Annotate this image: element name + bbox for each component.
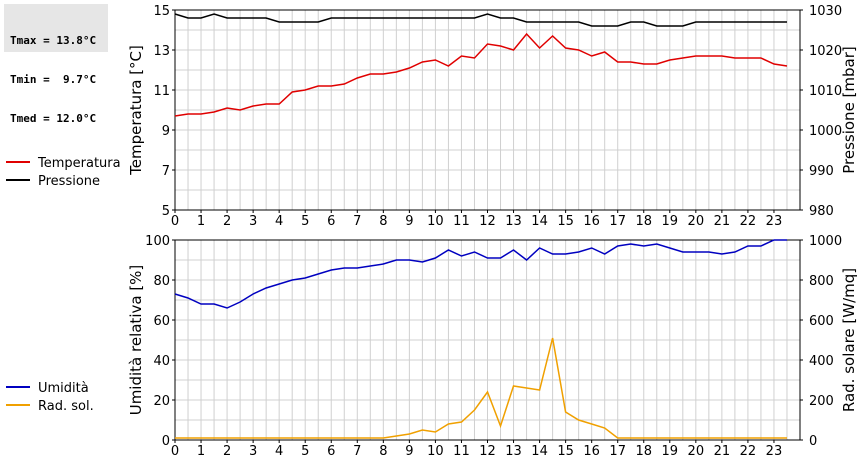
- x-tick-label: 15: [557, 214, 574, 229]
- x-tick-label: 17: [609, 214, 626, 229]
- series-line-pressione: [174, 13, 787, 27]
- x-tick-label: 21: [714, 444, 731, 459]
- x-tick-label: 1: [197, 214, 205, 229]
- x-tick-label: 21: [714, 214, 731, 229]
- y-right-tick-label: 1010: [809, 84, 842, 99]
- x-tick-label: 18: [635, 214, 652, 229]
- y-left-tick-label: 15: [153, 4, 170, 19]
- y-left-tick-label: 60: [153, 314, 170, 329]
- stats-tmed: Tmed = 12.0°C: [10, 112, 97, 125]
- y-left-tick-label: 5: [162, 204, 170, 219]
- x-tick-label: 1: [197, 444, 205, 459]
- x-tick-label: 19: [662, 444, 679, 459]
- y-right-tick-label: 990: [809, 164, 834, 179]
- x-tick-label: 4: [275, 214, 283, 229]
- x-tick-label: 9: [405, 444, 413, 459]
- y-left-tick-label: 80: [153, 274, 170, 289]
- x-tick-label: 6: [327, 444, 335, 459]
- x-tick-label: 5: [301, 214, 309, 229]
- y-right-tick-label: 800: [809, 274, 834, 289]
- y-left-tick-label: 0: [162, 434, 170, 449]
- x-tick-label: 22: [740, 214, 757, 229]
- x-tick-label: 0: [171, 444, 179, 459]
- series-line-rad-sol-: [175, 337, 787, 439]
- y-right-tick-label: 0: [809, 434, 817, 449]
- legend-label: Rad. sol.: [38, 399, 94, 414]
- x-tick-label: 3: [249, 214, 257, 229]
- y-left-tick-label: 20: [153, 394, 170, 409]
- series-line-temperatura: [174, 32, 788, 117]
- x-tick-label: 15: [557, 444, 574, 459]
- x-tick-label: 17: [609, 444, 626, 459]
- x-tick-label: 7: [353, 214, 361, 229]
- legend-label: Pressione: [38, 174, 100, 189]
- x-tick-label: 10: [427, 214, 444, 229]
- chart-panel-2: 0 1 2 3 4 5 6 7 8 9 10 11 12 13 14 15 16 17 18 19 20 21 22 2302…: [6, 234, 858, 459]
- y-right-tick-label: 600: [809, 314, 834, 329]
- x-tick-label: 5: [301, 444, 309, 459]
- series-line-umidit-: [174, 239, 787, 309]
- x-tick-label: 22: [740, 444, 757, 459]
- y-left-tick-label: 40: [153, 354, 170, 369]
- x-tick-label: 9: [405, 214, 413, 229]
- x-tick-label: 7: [353, 444, 361, 459]
- y-left-tick-label: 11: [153, 84, 170, 99]
- y-right-tick-label: 980: [809, 204, 834, 219]
- x-tick-label: 19: [662, 214, 679, 229]
- x-tick-label: 11: [453, 444, 470, 459]
- x-tick-label: 14: [531, 444, 548, 459]
- x-tick-label: 4: [275, 444, 283, 459]
- y-left-tick-label: 9: [162, 124, 170, 139]
- y-left-axis-label: Umidità relativa [%]: [127, 265, 145, 416]
- x-tick-label: 12: [479, 444, 496, 459]
- x-tick-label: 0: [171, 214, 179, 229]
- x-tick-label: 11: [453, 214, 470, 229]
- y-right-tick-label: 400: [809, 354, 834, 369]
- x-tick-label: 3: [249, 444, 257, 459]
- x-tick-label: 14: [531, 214, 548, 229]
- x-tick-label: 18: [635, 444, 652, 459]
- y-left-axis-label: Temperatura [°C]: [127, 45, 145, 176]
- y-right-tick-label: 1030: [809, 4, 842, 19]
- x-tick-label: 8: [379, 444, 387, 459]
- y-left-tick-label: 7: [162, 164, 170, 179]
- stats-box: Tmax = 13.8°C Tmin = 9.7°C Tmed = 12.0°C: [4, 4, 108, 125]
- x-tick-label: 23: [766, 214, 783, 229]
- y-right-axis-label: Rad. solare [W/mq]: [840, 268, 858, 412]
- x-tick-label: 16: [583, 214, 600, 229]
- legend-label: Temperatura: [37, 156, 121, 171]
- x-tick-label: 13: [505, 444, 522, 459]
- x-tick-label: 2: [223, 444, 231, 459]
- x-tick-label: 16: [583, 444, 600, 459]
- stats-tmax: Tmax = 13.8°C: [10, 34, 97, 47]
- y-right-tick-label: 1000: [809, 234, 842, 249]
- x-tick-label: 2: [223, 214, 231, 229]
- x-tick-label: 13: [505, 214, 522, 229]
- legend-label: Umidità: [38, 381, 89, 396]
- x-tick-label: 8: [379, 214, 387, 229]
- y-left-tick-label: 13: [153, 44, 170, 59]
- x-tick-label: 20: [688, 214, 705, 229]
- y-left-tick-label: 100: [145, 234, 170, 249]
- y-right-tick-label: 200: [809, 394, 834, 409]
- y-right-axis-label: Pressione [mbar]: [840, 46, 858, 174]
- x-tick-label: 6: [327, 214, 335, 229]
- x-tick-label: 20: [688, 444, 705, 459]
- x-tick-label: 23: [766, 444, 783, 459]
- y-right-tick-label: 1020: [809, 44, 842, 59]
- chart-panel-1: 0 1 2 3 4 5 6 7 8 9 10 11 12 13 14 15 16 17 18 19 20 21 22 2357…: [6, 4, 858, 229]
- x-tick-label: 12: [479, 214, 496, 229]
- stats-tmin: Tmin = 9.7°C: [10, 73, 97, 86]
- x-tick-label: 10: [427, 444, 444, 459]
- y-right-tick-label: 1000: [809, 124, 842, 139]
